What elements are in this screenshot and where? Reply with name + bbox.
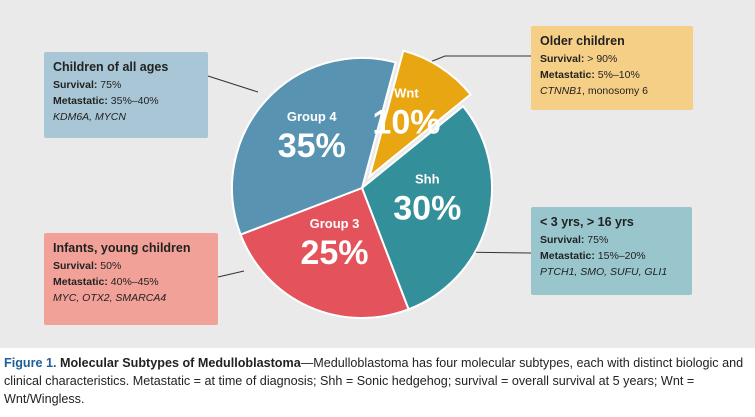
callout-survival: Survival: 75% — [540, 234, 609, 246]
caption-body: —Medulloblastoma has four molecular subt… — [4, 356, 744, 406]
callout-survival: Survival: 50% — [53, 260, 122, 272]
callout-older-children: Older children Survival: > 90% Metastati… — [531, 26, 693, 110]
pie-chart: Wnt 10% Shh 30% Group 3 25% Group 4 35% — [207, 49, 532, 319]
callout-title: Infants, young children — [53, 241, 191, 255]
callout-title: < 3 yrs, > 16 yrs — [540, 215, 634, 229]
pie-slice-labels: Wnt 10% Shh 30% Group 3 25% Group 4 35% — [278, 86, 462, 272]
callout-metastatic: Metastatic: 5%–10% — [540, 69, 640, 81]
callout-survival: Survival: > 90% — [540, 53, 618, 65]
callout-genes: CTNNB1, monosomy 6 — [540, 85, 648, 97]
pie-slices — [231, 49, 493, 319]
callout-genes: PTCH1, SMO, SUFU, GLI1 — [540, 266, 668, 278]
figure-caption: Figure 1. Molecular Subtypes of Medullob… — [4, 354, 751, 408]
leader-line-infants — [217, 270, 245, 278]
pie-slice-shh — [360, 104, 493, 311]
callout-title: Older children — [540, 34, 625, 48]
callout-title: Children of all ages — [53, 60, 169, 74]
callout-genes: MYC, OTX2, SMARCA4 — [53, 292, 167, 304]
callout-infants-young-children: Infants, young children Survival: 50% Me… — [44, 233, 218, 325]
slice-name-group-4: Group 4 — [287, 109, 338, 124]
pie-slice-group-4 — [231, 57, 397, 236]
slice-value-group-3: 25% — [300, 234, 368, 272]
slice-value-wnt: 10% — [372, 104, 440, 142]
leader-line-older — [429, 55, 531, 63]
callout-survival: Survival: 75% — [53, 79, 122, 91]
callout-genes: KDM6A, MYCN — [53, 111, 126, 123]
slice-name-group-3: Group 3 — [310, 216, 360, 231]
caption-label: Figure 1. — [4, 356, 57, 370]
pie-slice-wnt — [367, 49, 473, 179]
callout-metastatic: Metastatic: 35%–40% — [53, 95, 159, 107]
slice-value-group-4: 35% — [278, 127, 346, 165]
leader-line-all-ages — [207, 75, 259, 93]
callout-shh-ages: < 3 yrs, > 16 yrs Survival: 75% Metastat… — [531, 207, 692, 295]
caption-title: Molecular Subtypes of Medulloblastoma — [59, 356, 301, 370]
slice-value-shh: 30% — [393, 189, 461, 227]
slice-name-shh: Shh — [415, 171, 440, 186]
pie-slice-group-3 — [239, 186, 410, 319]
slice-name-wnt: Wnt — [394, 86, 419, 101]
callout-metastatic: Metastatic: 15%–20% — [540, 250, 646, 262]
callout-children-all-ages: Children of all ages Survival: 75% Metas… — [44, 52, 208, 138]
callout-metastatic: Metastatic: 40%–45% — [53, 276, 159, 288]
